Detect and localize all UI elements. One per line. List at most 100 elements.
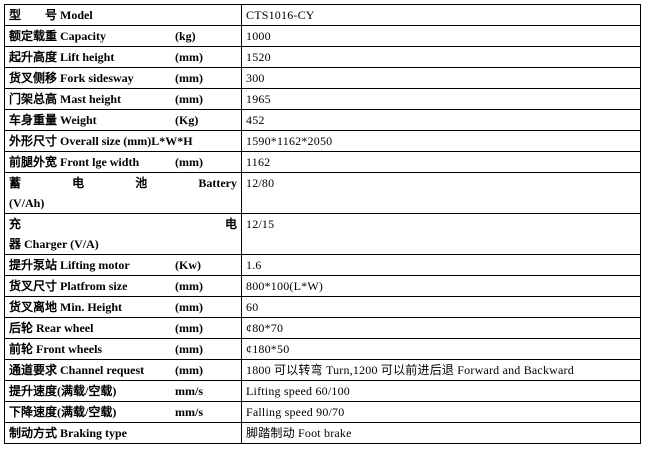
spec-value-cell: ¢80*70 <box>241 317 641 339</box>
spec-label: 额定载重 Capacity <box>9 29 106 43</box>
spec-label-cell: 车身重量 Weight (Kg) <box>4 109 242 131</box>
spec-label: 通道要求 Channel request <box>9 363 145 377</box>
spec-label: 车身重量 Weight <box>9 113 97 127</box>
spec-value: ¢180*50 <box>246 342 290 356</box>
spec-label: 充 电 <box>9 217 237 231</box>
spec-value-cell: 1162 <box>241 151 641 173</box>
spec-unit: (Kw) <box>175 258 201 272</box>
spec-value: 1590*1162*2050 <box>246 134 333 148</box>
spec-row: 前轮 Front wheels (mm) ¢180*50 <box>4 338 641 360</box>
spec-unit: (mm) <box>175 50 203 64</box>
spec-label-cell: 货叉离地 Min. Height (mm) <box>4 296 242 318</box>
spec-value: CTS1016-CY <box>246 8 315 22</box>
spec-value-cell: Lifting speed 60/100 <box>241 380 641 402</box>
spec-label: 外形尺寸 Overall size (mm)L*W*H <box>9 134 193 148</box>
spec-label-cell: 通道要求 Channel request (mm) <box>4 359 242 381</box>
spec-label: 提升速度(满载/空载) <box>9 384 117 398</box>
spec-row: 货叉侧移 Fork sidesway (mm) 300 <box>4 67 641 89</box>
spec-value-cell: 1590*1162*2050 <box>241 130 641 152</box>
spec-unit: (mm) <box>175 71 203 85</box>
spec-value-cell: 300 <box>241 67 641 89</box>
spec-value-cell: 脚踏制动 Foot brake <box>241 422 641 444</box>
spec-label-cell: 充 电器 Charger (V/A) <box>4 213 242 255</box>
spec-value-cell: 1000 <box>241 25 641 47</box>
spec-label: 货叉离地 Min. Height <box>9 300 122 314</box>
spec-label: 器 Charger (V/A) <box>9 237 99 251</box>
spec-label-cell: 型 号 Model <box>4 4 242 26</box>
spec-row: 额定载重 Capacity (kg) 1000 <box>4 25 641 47</box>
spec-unit: (mm) <box>175 155 203 169</box>
spec-value: 1000 <box>246 29 271 43</box>
spec-row: 蓄 电 池 Battery (V/Ah) 12/80 <box>4 172 641 214</box>
spec-label-cell: 后轮 Rear wheel (mm) <box>4 317 242 339</box>
spec-row: 前腿外宽 Front lge width (mm) 1162 <box>4 151 641 173</box>
spec-row: 型 号 Model CTS1016-CY <box>4 4 641 26</box>
spec-row: 后轮 Rear wheel (mm) ¢80*70 <box>4 317 641 339</box>
spec-label: (V/Ah) <box>9 196 45 210</box>
spec-value: Falling speed 90/70 <box>246 405 345 419</box>
spec-value: 800*100(L*W) <box>246 279 324 293</box>
spec-label: 货叉尺寸 Platfrom size <box>9 279 128 293</box>
spec-value-cell: Falling speed 90/70 <box>241 401 641 423</box>
spec-value-cell: 12/15 <box>241 213 641 255</box>
spec-label-cell: 下降速度(满载/空载) mm/s <box>4 401 242 423</box>
spec-unit: (kg) <box>175 29 196 43</box>
spec-unit: (mm) <box>175 300 203 314</box>
spec-value-cell: 12/80 <box>241 172 641 214</box>
spec-label: 制动方式 Braking type <box>9 426 128 440</box>
spec-row: 通道要求 Channel request (mm) 1800 可以转弯 Turn,1… <box>4 359 641 381</box>
spec-row: 充 电器 Charger (V/A) 12/15 <box>4 213 641 255</box>
spec-row: 外形尺寸 Overall size (mm)L*W*H 1590*1162*205… <box>4 130 641 152</box>
spec-label-cell: 起升高度 Lift height (mm) <box>4 46 242 68</box>
spec-label-cell: 提升泵站 Lifting motor (Kw) <box>4 254 242 276</box>
spec-label-cell: 货叉尺寸 Platfrom size (mm) <box>4 275 242 297</box>
spec-value: 452 <box>246 113 265 127</box>
spec-value: 12/80 <box>246 176 275 190</box>
spec-row: 门架总高 Mast height (mm) 1965 <box>4 88 641 110</box>
spec-label: 蓄 电 池 Battery <box>9 176 237 190</box>
spec-value: 12/15 <box>246 217 275 231</box>
spec-value-cell: 1.6 <box>241 254 641 276</box>
spec-label: 货叉侧移 Fork sidesway <box>9 71 134 85</box>
spec-value: 1162 <box>246 155 271 169</box>
spec-unit: mm/s <box>175 405 203 419</box>
spec-value: 1800 可以转弯 Turn,1200 可以前进后退 Forward and B… <box>246 363 574 377</box>
spec-label-cell: 额定载重 Capacity (kg) <box>4 25 242 47</box>
spec-value: 1520 <box>246 50 271 64</box>
spec-value: 1.6 <box>246 258 262 272</box>
spec-value-cell: 1520 <box>241 46 641 68</box>
spec-value: 300 <box>246 71 265 85</box>
spec-value: 60 <box>246 300 259 314</box>
spec-row: 制动方式 Braking type 脚踏制动 Foot brake <box>4 422 641 444</box>
spec-label: 门架总高 Mast height <box>9 92 121 106</box>
spec-label-cell: 制动方式 Braking type <box>4 422 242 444</box>
spec-unit: (mm) <box>175 363 203 377</box>
spec-unit: (mm) <box>175 342 203 356</box>
spec-row: 起升高度 Lift height (mm) 1520 <box>4 46 641 68</box>
spec-label-cell: 门架总高 Mast height (mm) <box>4 88 242 110</box>
spec-value-cell: 1965 <box>241 88 641 110</box>
spec-row: 提升速度(满载/空载) mm/s Lifting speed 60/100 <box>4 380 641 402</box>
spec-label-cell: 前轮 Front wheels (mm) <box>4 338 242 360</box>
spec-label: 后轮 Rear wheel <box>9 321 94 335</box>
spec-value: 脚踏制动 Foot brake <box>246 426 352 440</box>
spec-table: 型 号 Model CTS1016-CY 额定载重 Capacity (kg) 1000… <box>4 4 641 444</box>
spec-label: 前腿外宽 Front lge width <box>9 155 140 169</box>
spec-label-cell: 蓄 电 池 Battery (V/Ah) <box>4 172 242 214</box>
spec-unit: mm/s <box>175 384 203 398</box>
spec-label: 起升高度 Lift height <box>9 50 115 64</box>
spec-row: 下降速度(满载/空载) mm/s Falling speed 90/70 <box>4 401 641 423</box>
spec-row: 提升泵站 Lifting motor (Kw) 1.6 <box>4 254 641 276</box>
spec-label: 提升泵站 Lifting motor <box>9 258 130 272</box>
spec-label-cell: 提升速度(满载/空载) mm/s <box>4 380 242 402</box>
spec-label: 型 号 Model <box>9 8 93 22</box>
spec-label: 前轮 Front wheels <box>9 342 103 356</box>
spec-row: 车身重量 Weight (Kg) 452 <box>4 109 641 131</box>
spec-value: 1965 <box>246 92 271 106</box>
spec-label-cell: 货叉侧移 Fork sidesway (mm) <box>4 67 242 89</box>
spec-unit: (mm) <box>175 279 203 293</box>
spec-value-cell: 60 <box>241 296 641 318</box>
spec-unit: (mm) <box>175 92 203 106</box>
spec-value-cell: 800*100(L*W) <box>241 275 641 297</box>
